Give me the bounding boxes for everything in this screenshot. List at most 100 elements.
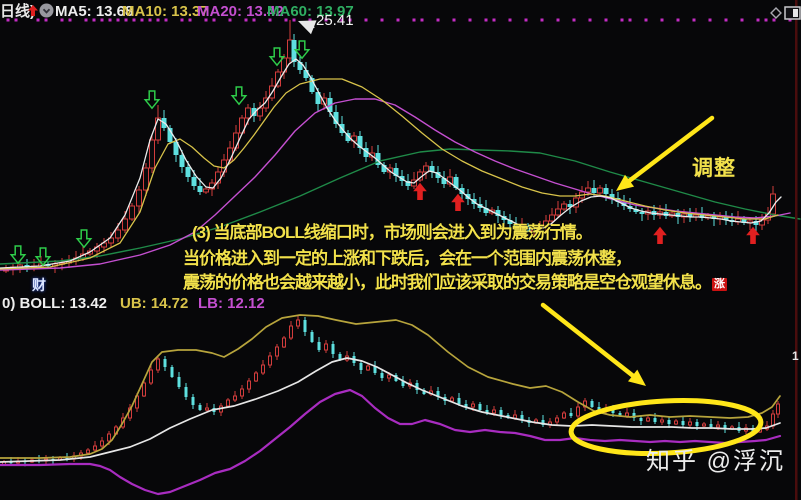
adjust-label: 调整 (692, 157, 736, 180)
candle-body (303, 320, 307, 332)
candle-body (492, 409, 496, 414)
candle-body (435, 172, 441, 178)
limit-dot (292, 18, 296, 22)
candle-body (618, 413, 622, 416)
candle-body (567, 204, 573, 207)
limit-dot (44, 18, 48, 22)
candle-body (471, 403, 475, 408)
limit-dot (692, 18, 696, 22)
candle-body (251, 108, 257, 116)
candle-body (107, 433, 111, 442)
candle-body (101, 242, 107, 248)
candle-body (716, 424, 720, 428)
buy-signal-arrow (451, 193, 465, 211)
ma60-line (0, 148, 801, 265)
limit-dot (84, 18, 88, 22)
candle-body (611, 408, 615, 413)
candle-body (723, 425, 727, 429)
candle-body (675, 213, 681, 217)
candle-body (583, 400, 587, 408)
candle-body (86, 449, 90, 454)
candle-body (100, 440, 104, 447)
candle-body (366, 365, 370, 371)
limit-dot (660, 18, 664, 22)
candle-body (303, 70, 309, 78)
candle-body (203, 188, 209, 193)
candle-body (633, 209, 639, 212)
limit-dot (620, 18, 624, 22)
candle-body (549, 214, 555, 222)
candle-body (373, 366, 377, 373)
candle-body (282, 337, 286, 348)
ma60-label: MA60: 13.97 (267, 3, 354, 20)
candle-body (9, 462, 13, 464)
candle-body (296, 319, 300, 327)
candle-body (324, 343, 328, 351)
limit-dot (676, 18, 680, 22)
annotation-line-2: 当价格进入到一定的上涨和下跌后，会在一个范围内震荡休整， (183, 249, 632, 268)
candle-body (653, 418, 657, 422)
candle-body (520, 415, 524, 420)
candle-body (317, 342, 321, 350)
limit-dot (36, 18, 40, 22)
candle-body (415, 383, 419, 390)
limit-dot (436, 18, 440, 22)
limit-dot (124, 18, 128, 22)
peak-pointer-arrow-head (298, 20, 317, 35)
candle-body (310, 332, 314, 342)
candle-body (375, 153, 381, 165)
candle-body (405, 181, 411, 186)
limit-dot (508, 18, 512, 22)
candle-body (254, 372, 258, 382)
candle-body (233, 395, 237, 401)
dropdown-chevron-icon[interactable] (39, 3, 54, 22)
limit-dot (380, 18, 384, 22)
limit-dot (724, 18, 728, 22)
candle-body (632, 413, 636, 418)
candle-body (155, 117, 161, 141)
candle-body (149, 369, 153, 384)
annotation-arrow-bottom-head (628, 369, 646, 386)
diamond-icon[interactable] (768, 5, 784, 25)
limit-dot (108, 18, 112, 22)
boll-upper-band (0, 314, 781, 459)
ma20-label: MA20: 13.42 (197, 3, 284, 20)
limit-dot (188, 18, 192, 22)
limit-dot (268, 18, 272, 22)
limit-dot (92, 18, 96, 22)
peak-price-label: 25.41 (316, 12, 354, 29)
limit-dot (244, 18, 248, 22)
candle-body (393, 168, 399, 176)
candle-body (576, 406, 580, 417)
lb-value-label: LB: 12.12 (198, 295, 265, 312)
buy-signal-arrow (413, 182, 427, 200)
limit-dot (364, 18, 368, 22)
limit-dot (588, 18, 592, 22)
candle-body (122, 218, 128, 231)
panel-layout-icon[interactable] (784, 5, 801, 25)
candle-body (625, 412, 629, 417)
candle-body (173, 142, 179, 155)
sell-signal-arrow (75, 229, 93, 249)
candle-body (674, 420, 678, 425)
candle-body (191, 177, 197, 186)
zhihu-watermark: 知乎 @浮沉 (646, 448, 786, 475)
candle-body (667, 420, 671, 424)
period-label: 日线) (0, 3, 35, 20)
candle-body (702, 423, 706, 427)
candle-body (513, 224, 519, 228)
candle-body (495, 210, 501, 216)
limit-dot (68, 18, 72, 22)
ma10-label: MA10: 13.37 (122, 3, 209, 20)
limit-dot (60, 18, 64, 22)
candle-body (597, 407, 601, 411)
boll-mid-band (0, 357, 781, 463)
candle-body (185, 167, 191, 177)
limit-dot (756, 18, 760, 22)
candle-body (459, 188, 465, 194)
limit-dot (148, 18, 152, 22)
limit-dot (180, 18, 184, 22)
annotation-arrow-top (627, 115, 715, 183)
